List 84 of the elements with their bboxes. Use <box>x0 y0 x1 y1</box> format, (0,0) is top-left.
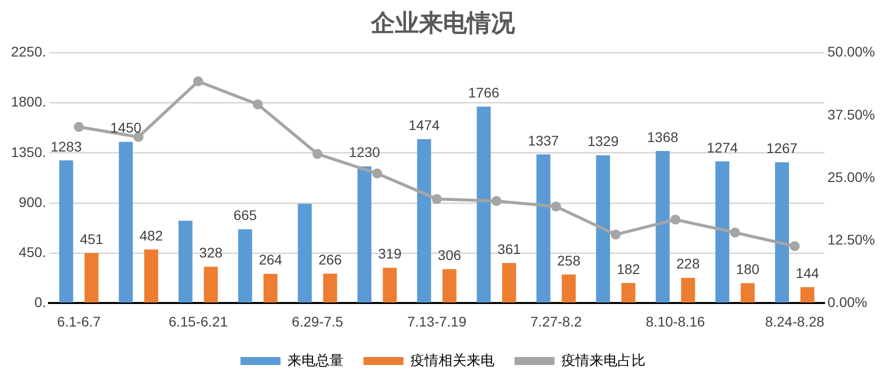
bar <box>656 150 670 302</box>
bar <box>621 282 636 302</box>
point <box>610 230 621 240</box>
bar <box>442 269 456 302</box>
point <box>312 148 322 159</box>
y-tick-label: 0. <box>34 294 46 310</box>
bar <box>118 142 133 302</box>
point <box>790 241 800 252</box>
bar <box>596 155 610 302</box>
data-label: 258 <box>557 252 581 268</box>
bar <box>204 266 218 302</box>
x-tick-label: 7.27-8.2 <box>530 313 582 330</box>
bar <box>323 274 338 302</box>
bar <box>84 253 99 302</box>
y-tick-label: 1350. <box>10 144 46 160</box>
bar <box>740 283 755 302</box>
x-tick-label: 6.29-7.5 <box>292 313 344 330</box>
y-tick-label: 1800. <box>10 94 46 110</box>
y2-tick-label: 25.00% <box>828 168 875 185</box>
x-tick-label: 6.1-6.7 <box>57 313 101 330</box>
y2-tick-label: 12.50% <box>828 231 875 248</box>
bar <box>144 250 158 302</box>
point <box>372 168 382 178</box>
data-label: 1450 <box>110 120 142 136</box>
data-label: 1337 <box>528 132 560 148</box>
data-label: 264 <box>258 252 282 268</box>
bar <box>298 204 312 302</box>
bar <box>238 229 252 302</box>
point <box>491 196 502 206</box>
legend-label: 来电总量 <box>288 352 344 368</box>
data-label: 665 <box>233 207 258 224</box>
data-label: 180 <box>736 261 760 278</box>
bar <box>502 263 516 302</box>
data-label: 144 <box>796 265 820 282</box>
data-label: 266 <box>318 251 342 268</box>
bar <box>417 139 432 302</box>
data-label: 1267 <box>766 140 798 156</box>
y-tick-label: 900. <box>18 194 46 210</box>
data-label: 361 <box>497 240 521 257</box>
point <box>730 228 740 238</box>
y2-tick-label: 37.50% <box>828 106 875 122</box>
legend-label: 疫情来电占比 <box>562 352 646 368</box>
bar <box>382 268 397 302</box>
point <box>670 214 680 225</box>
bar <box>476 106 491 302</box>
point <box>432 194 442 204</box>
data-label: 328 <box>199 244 223 261</box>
data-label: 451 <box>80 230 104 247</box>
x-tick-label: 8.24-8.28 <box>765 313 824 330</box>
data-label: 1766 <box>468 84 500 101</box>
data-label: 1368 <box>647 128 678 145</box>
data-label: 228 <box>676 256 700 272</box>
data-label: 182 <box>616 260 640 277</box>
bar <box>536 154 550 302</box>
point <box>252 99 263 110</box>
chart-title: 企业来电情况 <box>370 10 516 38</box>
bar <box>800 287 814 302</box>
y-tick-label: 450. <box>18 244 46 260</box>
data-label: 1283 <box>50 138 82 154</box>
bar <box>681 278 696 302</box>
x-tick-label: 8.10-8.16 <box>646 313 706 330</box>
x-tick-label: 7.13-7.19 <box>407 313 467 330</box>
point <box>551 202 562 212</box>
point <box>74 122 84 132</box>
data-label: 1230 <box>348 144 380 160</box>
bar <box>357 166 372 302</box>
y2-tick-label: 50.00% <box>828 44 875 60</box>
data-label: 306 <box>438 247 462 264</box>
bar <box>562 274 576 302</box>
data-label: 1274 <box>706 139 738 156</box>
bar <box>178 220 192 302</box>
bar <box>775 162 789 302</box>
data-label: 482 <box>140 227 164 244</box>
data-label: 319 <box>378 246 402 262</box>
bar <box>715 161 730 302</box>
point <box>193 76 204 86</box>
data-label: 1329 <box>587 133 619 150</box>
y-tick-label: 2250. <box>10 44 46 60</box>
legend-label: 疫情相关来电 <box>410 352 494 368</box>
data-label: 1474 <box>408 117 440 134</box>
x-tick-label: 6.15-6.21 <box>168 313 228 330</box>
bar <box>59 160 74 302</box>
y2-tick-label: 0.00% <box>828 294 868 310</box>
bar <box>264 274 278 302</box>
